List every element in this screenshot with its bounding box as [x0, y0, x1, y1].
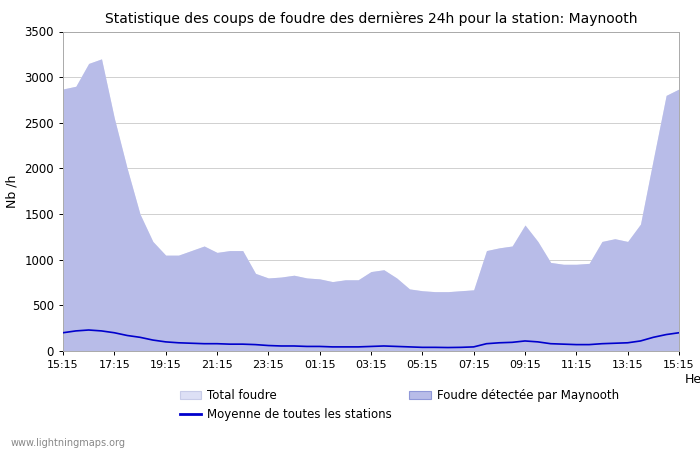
Legend: Total foudre, Moyenne de toutes les stations, Foudre détectée par Maynooth: Total foudre, Moyenne de toutes les stat…	[180, 389, 619, 421]
Text: Heure: Heure	[685, 374, 700, 387]
Title: Statistique des coups de foudre des dernières 24h pour la station: Maynooth: Statistique des coups de foudre des dern…	[105, 12, 637, 26]
Text: www.lightningmaps.org: www.lightningmaps.org	[10, 438, 125, 448]
Y-axis label: Nb /h: Nb /h	[6, 175, 19, 208]
